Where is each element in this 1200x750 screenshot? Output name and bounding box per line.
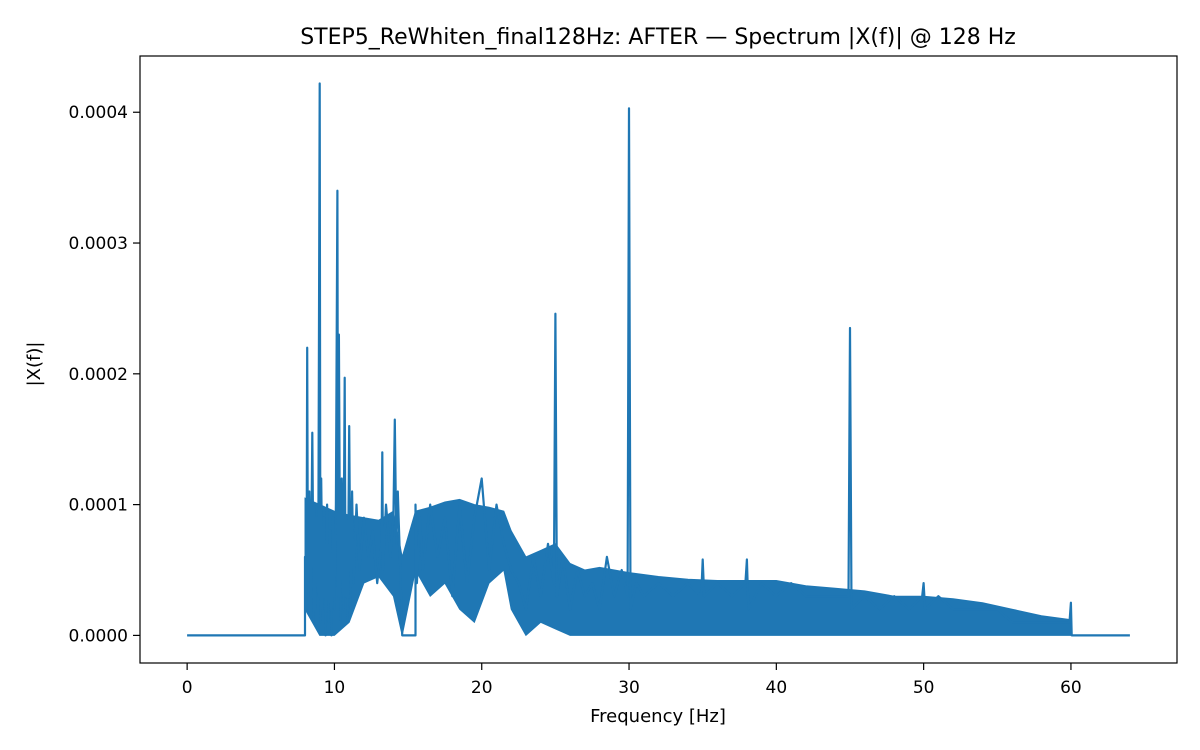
plot-area: 0 10 20 30 40 50 60 0.0000 0.0001 0.0002 0.0003 0.0… (69, 55, 1178, 698)
axes-layer: 0 10 20 30 40 50 60 0.0000 0.0001 0.0002 0.0003 0.0… (69, 55, 1178, 698)
x-tick-label: 20 (471, 678, 493, 698)
x-tick-label: 30 (618, 678, 640, 698)
y-tick-label: 0.0001 (69, 496, 128, 516)
y-tick-label: 0.0004 (69, 103, 128, 123)
x-axis-label: Frequency [Hz] (590, 706, 726, 727)
x-tick-label: 60 (1060, 678, 1082, 698)
series-0-line (187, 82, 1130, 637)
x-tick-label: 10 (324, 678, 346, 698)
x-tick-label: 40 (766, 678, 788, 698)
y-tick-label: 0.0003 (69, 234, 128, 254)
axes-frame (139, 55, 1178, 664)
chart-title: STEP5_ReWhiten_final128Hz: AFTER — Spect… (300, 25, 1016, 50)
y-axis-label: |X(f)| (24, 342, 45, 387)
y-tick-label: 0.0000 (69, 626, 128, 646)
y-tick-label: 0.0002 (69, 365, 128, 385)
x-tick-label: 0 (182, 678, 193, 698)
x-tick-label: 50 (913, 678, 935, 698)
series-layer (187, 82, 1130, 637)
